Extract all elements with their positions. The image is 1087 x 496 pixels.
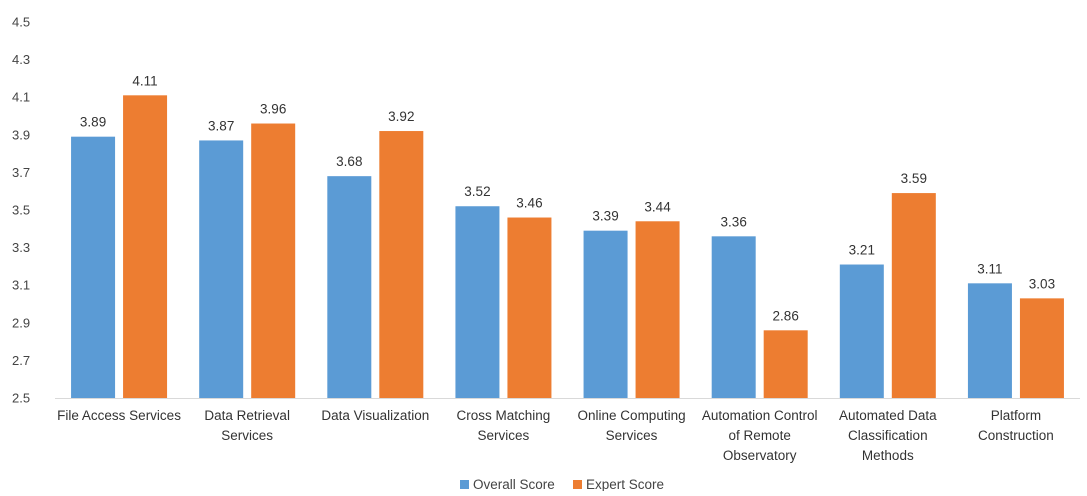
overall-score-label: 3.36 <box>721 214 747 229</box>
x-category-label-line: File Access Services <box>57 408 181 423</box>
expert-score-bar <box>379 131 424 399</box>
x-category-label: Data Retrieval Services <box>204 408 290 443</box>
overall-score-label: 3.89 <box>80 115 106 130</box>
y-tick-label: 4.5 <box>12 15 30 30</box>
legend-swatch-expert <box>573 480 582 489</box>
expert-score-bar <box>891 193 936 398</box>
expert-score-bar <box>507 217 552 398</box>
expert-score-label: 3.96 <box>260 102 286 117</box>
bars <box>71 95 1064 399</box>
x-category-label: Online Computing Services <box>578 408 686 443</box>
overall-score-label: 3.11 <box>977 261 1002 276</box>
overall-score-label: 3.52 <box>464 184 490 199</box>
expert-score-label: 3.03 <box>1029 276 1055 291</box>
y-tick-label: 3.9 <box>12 127 30 142</box>
y-tick-label: 2.9 <box>12 315 30 330</box>
expert-score-bar <box>123 95 168 398</box>
legend-swatch-overall <box>460 480 469 489</box>
x-category-label: Automation Control of Remote Observatory <box>702 408 818 463</box>
y-tick-label: 3.1 <box>12 278 30 293</box>
expert-score-bar <box>251 123 296 399</box>
y-tick-label: 4.3 <box>12 52 30 67</box>
x-category-label-line: Automation Control <box>702 408 818 423</box>
y-tick-label: 3.3 <box>12 240 30 255</box>
x-category-label-line: Services <box>221 428 273 443</box>
legend-label-overall: Overall Score <box>473 477 555 491</box>
overall-score-bar <box>71 136 116 398</box>
x-category-label-line: Methods <box>862 448 914 463</box>
x-category-label: File Access Services <box>57 408 181 423</box>
x-category-label-line: of Remote <box>729 428 791 443</box>
expert-score-label: 3.59 <box>901 171 927 186</box>
overall-score-label: 3.21 <box>849 243 875 258</box>
overall-score-bar <box>711 236 756 398</box>
x-category-label-line: Classification <box>848 428 928 443</box>
overall-score-label: 3.87 <box>208 118 234 133</box>
legend-label-expert: Expert Score <box>586 477 664 491</box>
expert-score-bar <box>763 330 808 398</box>
y-tick-label: 4.1 <box>12 90 30 105</box>
overall-score-bar <box>839 264 884 398</box>
y-tick-label: 2.7 <box>12 353 30 368</box>
y-axis-ticks: 2.5 2.7 2.9 3.1 3.3 3.5 3.7 3.9 4.1 4.3 4.5 <box>12 15 30 406</box>
overall-score-bar <box>327 176 372 398</box>
x-category-label-line: Platform <box>991 408 1041 423</box>
x-category-label: Automated Data Classification Methods <box>839 408 937 463</box>
x-category-label-line: Services <box>606 428 658 443</box>
overall-score-bar <box>455 206 500 398</box>
x-category-label-line: Cross Matching <box>457 408 551 423</box>
y-tick-label: 3.7 <box>12 165 30 180</box>
overall-score-bar <box>583 230 628 398</box>
x-category-label: Data Visualization <box>321 408 429 423</box>
x-category-label-line: Services <box>478 428 530 443</box>
expert-score-label: 3.44 <box>644 199 671 214</box>
expert-score-label: 2.86 <box>773 308 799 323</box>
expert-score-label: 3.92 <box>388 109 414 124</box>
x-category-label-line: Data Visualization <box>321 408 429 423</box>
x-category-label-line: Automated Data <box>839 408 937 423</box>
data-labels: 3.89 4.11 3.87 3.96 3.68 3.92 3.52 3.46 3.39 3.44… <box>80 73 1055 323</box>
y-tick-label: 3.5 <box>12 203 30 218</box>
x-axis-labels: File Access Services Data Retrieval Servic… <box>57 408 1054 463</box>
overall-score-bar <box>199 140 244 398</box>
expert-score-bar <box>1019 298 1064 398</box>
overall-score-bar <box>967 283 1012 398</box>
x-category-label: Cross Matching Services <box>457 408 551 443</box>
x-category-label-line: Observatory <box>723 448 797 463</box>
x-category-label-line: Data Retrieval <box>204 408 290 423</box>
legend: Overall Score Expert Score <box>460 477 664 492</box>
overall-score-label: 3.39 <box>592 209 618 224</box>
expert-score-bar <box>635 221 680 398</box>
x-category-label: Platform Construction <box>978 408 1054 443</box>
y-tick-label: 2.5 <box>12 391 30 406</box>
x-category-label-line: Online Computing <box>578 408 686 423</box>
overall-score-label: 3.68 <box>336 154 362 169</box>
x-category-label-line: Construction <box>978 428 1054 443</box>
expert-score-label: 4.11 <box>132 73 157 88</box>
expert-score-label: 3.46 <box>516 196 542 211</box>
